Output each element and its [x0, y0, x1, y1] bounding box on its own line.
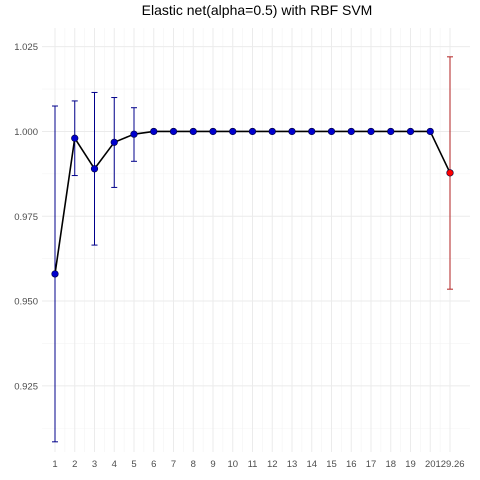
data-point — [110, 138, 118, 146]
x-tick-label: 7 — [171, 459, 176, 470]
data-point — [387, 127, 395, 136]
x-tick-label: 2 — [72, 459, 77, 470]
x-tick-label: 17 — [366, 459, 377, 470]
x-tick-label: 19 — [405, 459, 416, 470]
y-tick-label: 0.975 — [14, 212, 38, 223]
data-point — [426, 127, 434, 136]
x-tick-label: 12 — [267, 459, 278, 470]
data-point — [367, 127, 375, 136]
data-point — [248, 127, 257, 136]
data-point — [150, 127, 158, 136]
data-point — [51, 270, 59, 278]
data-point — [130, 130, 138, 138]
data-point — [169, 127, 178, 136]
data-point — [288, 127, 296, 136]
x-tick-label: 11 — [248, 459, 258, 470]
x-tick-label: 16 — [346, 459, 357, 470]
data-point — [406, 127, 415, 136]
data-point — [308, 127, 316, 136]
x-tick-label: 8 — [191, 459, 196, 470]
x-tick-label: 13 — [287, 459, 298, 470]
x-axis-ticks: 1 2 3 4 5 6 7 8 9 10 11 12 13 14 15 16 17 18 19 20 129.26 — [52, 459, 464, 470]
y-tick-label: 1.025 — [14, 42, 38, 53]
data-point — [90, 165, 99, 173]
x-tick-label: 4 — [112, 459, 117, 470]
y-tick-label: 0.925 — [14, 381, 38, 392]
y-axis-ticks: 0.925 0.950 0.975 1.000 1.025 — [14, 42, 38, 392]
x-tick-label: 10 — [227, 459, 238, 470]
data-point — [446, 169, 454, 177]
data-point — [189, 127, 197, 136]
data-point — [327, 127, 336, 136]
data-point — [229, 127, 237, 136]
y-tick-label: 1.000 — [14, 127, 38, 138]
y-tick-label: 0.950 — [14, 297, 38, 308]
x-tick-label: 5 — [131, 459, 136, 470]
x-tick-label: 3 — [92, 459, 97, 470]
data-point — [209, 127, 217, 136]
x-tick-label: 129.26 — [435, 459, 464, 470]
chart-title: Elastic net(alpha=0.5) with RBF SVM — [142, 2, 373, 18]
data-point — [268, 127, 276, 136]
x-tick-label: 6 — [151, 459, 156, 470]
x-tick-label: 15 — [326, 459, 337, 470]
data-point — [347, 127, 355, 136]
x-tick-label: 1 — [52, 459, 57, 470]
x-tick-label: 9 — [210, 459, 215, 470]
x-tick-label: 18 — [385, 459, 396, 470]
data-point — [71, 134, 79, 142]
x-tick-label: 14 — [306, 459, 317, 470]
grid — [42, 28, 470, 452]
x-tick-label: 20 — [425, 459, 436, 470]
data-points — [51, 127, 454, 278]
